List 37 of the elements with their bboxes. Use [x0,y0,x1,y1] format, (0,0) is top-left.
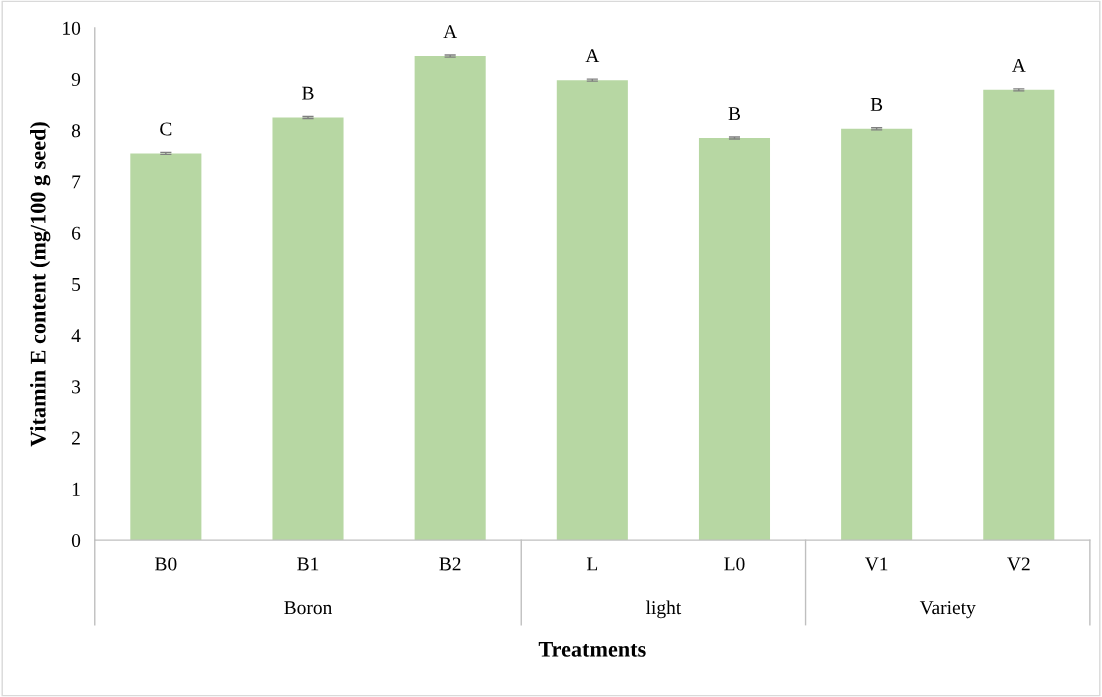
x-tick-label: V1 [864,557,888,571]
y-tick-label: 5 [72,278,81,291]
y-tick-label: 0 [71,533,81,548]
y-axis-title: Vitamin E content (mg/100 g seed) [30,122,51,447]
text: Boron [284,601,333,615]
annotation: B [728,107,741,121]
annotation: B [302,86,314,100]
text: light [645,600,682,619]
y-tick-label: 4 [71,329,81,342]
x-tick-label: V2 [1007,557,1030,571]
y-tick-label: 7 [72,175,81,189]
text: Variety [919,601,976,619]
bar [130,153,202,541]
bar [556,80,628,541]
bar [698,138,771,541]
y-tick-label: 8 [71,124,81,138]
annotation: A [585,49,600,63]
y-tick-label: 10 [63,21,81,35]
annotation: A [443,25,458,39]
x-tick-label: B1 [297,557,319,571]
y-tick-label: 1 [72,482,80,496]
y-tick-label: 2 [72,431,80,445]
bar [841,128,913,541]
bar [983,89,1055,541]
x-tick-label: B0 [155,557,177,571]
x-tick-label: B2 [439,557,461,571]
bar [272,117,344,541]
x-axis-title: Treatments [538,642,646,657]
x-tick-label: L [586,557,598,571]
annotation: C [160,122,172,136]
y-tick-label: 6 [72,226,81,240]
y-tick-label: 9 [71,72,81,87]
annotation: A [1011,59,1026,72]
bar [414,56,486,541]
annotation: B [870,98,883,111]
x-tick-label: L0 [724,557,745,571]
y-tick-label: 3 [72,380,81,394]
